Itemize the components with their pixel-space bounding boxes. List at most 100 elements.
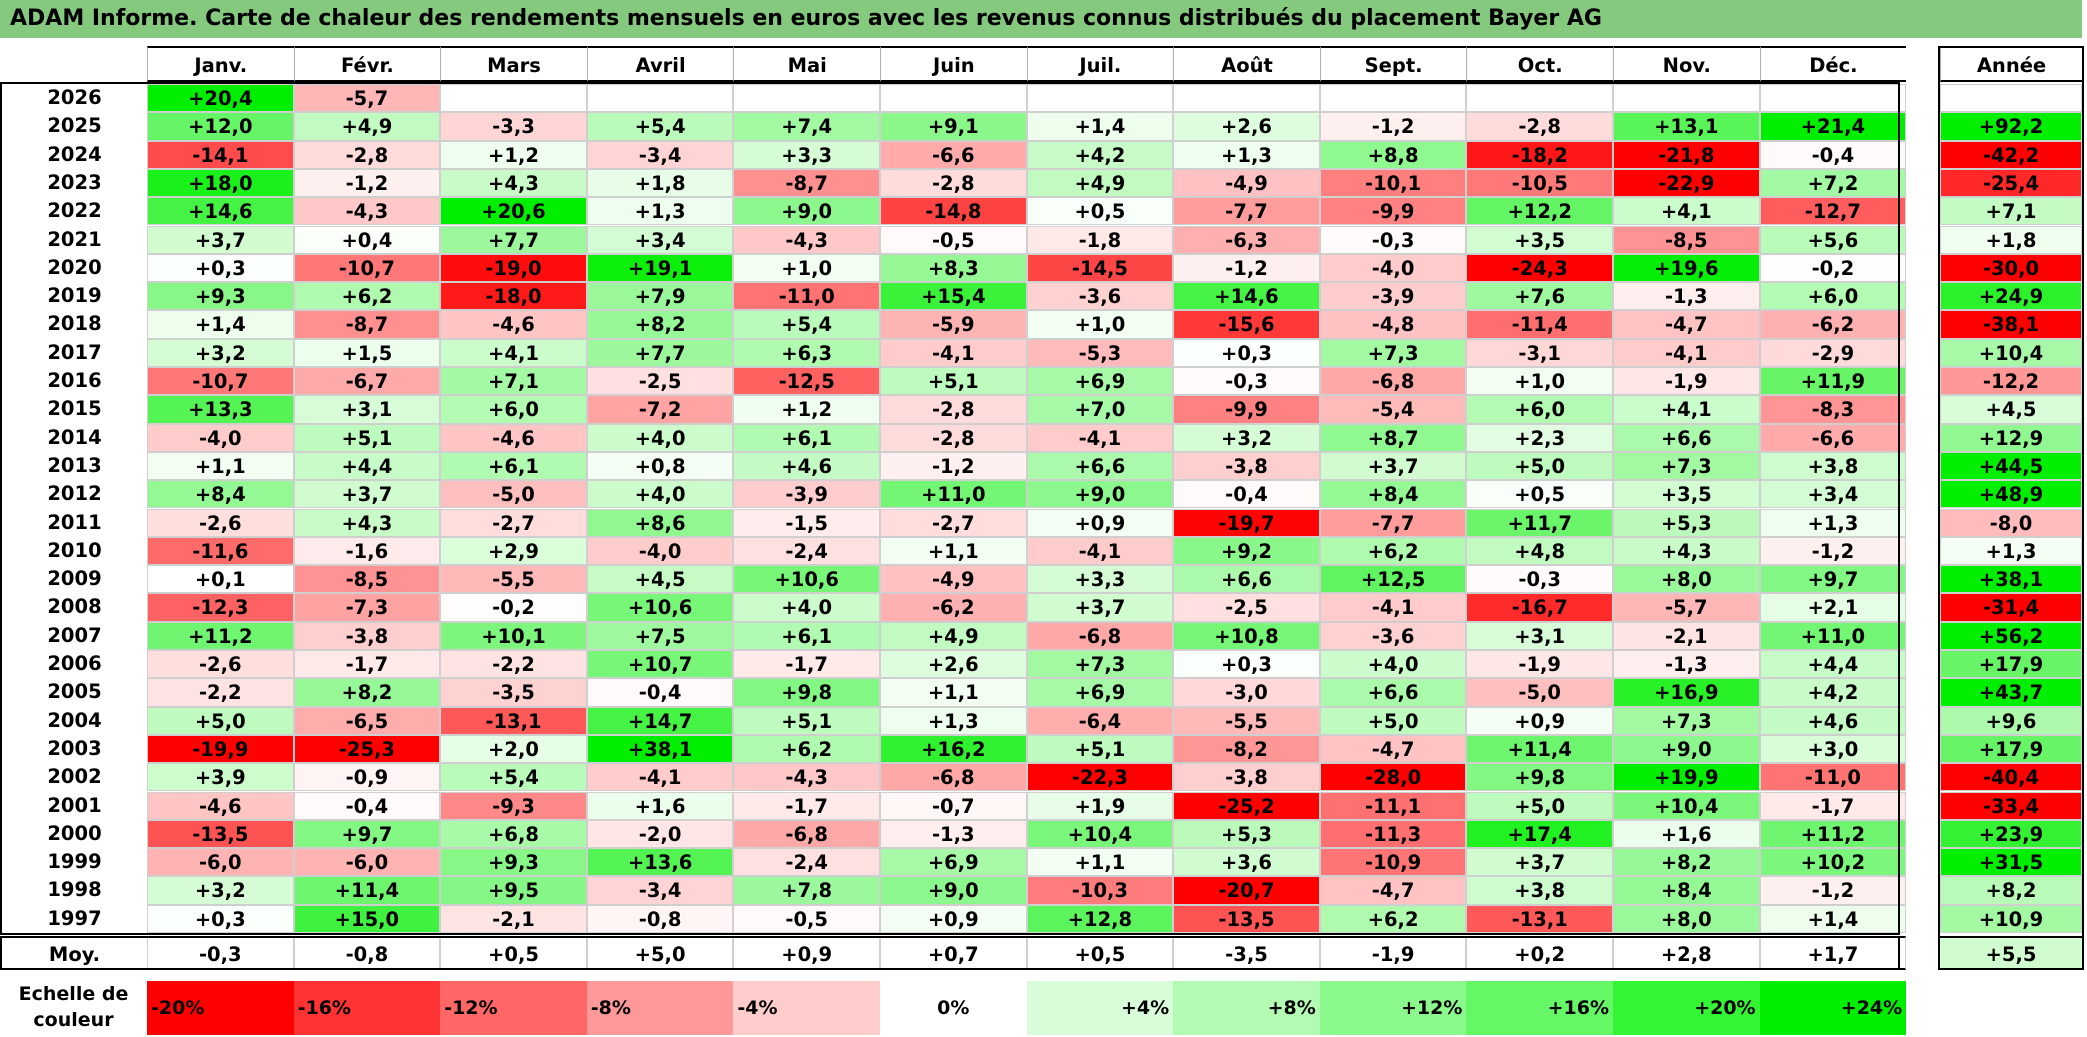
heatmap-cell: -4,9 [880,565,1027,594]
heatmap-cell: -4,9 [1173,168,1320,198]
heatmap-cell [1613,84,1760,113]
heatmap-cell: +11,4 [293,876,441,905]
heatmap-cell: -1,2 [880,451,1027,481]
heatmap-cell: -3,8 [293,621,441,650]
heatmap-cell: -6,4 [1026,706,1174,735]
heatmap-cell: -1,7 [1759,791,1907,820]
heatmap-cell: -2,7 [440,508,587,537]
heatmap-cell: -3,9 [733,480,880,509]
heatmap-cell: +12,2 [1466,197,1613,226]
year-label-2017: 2017 [0,338,147,367]
heatmap-cell: +6,0 [440,395,587,424]
heatmap-cell: -6,5 [293,706,441,735]
heatmap-cell: -0,4 [586,678,734,707]
heatmap-cell: +3,1 [1466,621,1613,650]
avg-cell: +0,9 [733,936,880,970]
heatmap-cell: +1,0 [733,253,880,283]
heatmap-cell: +9,7 [1759,565,1907,594]
heatmap-cell: +6,2 [733,734,880,764]
heatmap-cell: +10,2 [1759,848,1907,877]
heatmap-cell: -3,8 [1173,451,1320,481]
heatmap-cell: +4,0 [733,593,880,622]
heatmap-cell: +7,2 [1759,168,1907,198]
heatmap-cell: -13,5 [1173,904,1320,933]
heatmap-cell: -10,7 [293,253,441,283]
annual-cell: +10,4 [1940,338,2082,367]
heatmap-cell: +10,7 [586,650,734,679]
heatmap-cell: +10,1 [440,621,587,650]
heatmap-cell: +8,8 [1319,140,1467,169]
annual-cell: -12,2 [1940,367,2082,396]
heatmap-cell: +7,4 [733,112,880,141]
heatmap-cell: +17,4 [1466,819,1613,849]
legend-swatch: -12% [440,981,587,1035]
heatmap-cell: +20,4 [147,84,294,113]
heatmap-cell: -18,2 [1466,140,1613,169]
heatmap-cell: -1,3 [1613,650,1760,679]
heatmap-cell: +14,6 [1173,282,1320,311]
heatmap-cell: +1,3 [586,197,734,226]
heatmap-cell: -3,5 [440,678,587,707]
annual-cell: -30,0 [1940,253,2082,283]
legend-label: Echelle de couleur [0,981,147,1035]
heatmap-cell: -2,4 [733,848,880,877]
heatmap-cell: -14,1 [147,140,294,169]
year-label-2013: 2013 [0,451,147,481]
heatmap-cell: -28,0 [1319,763,1467,792]
heatmap-cell: -0,5 [733,904,880,933]
heatmap-cell: +2,3 [1466,423,1613,452]
heatmap-cell: -14,5 [1026,253,1174,283]
heatmap-cell: -11,6 [147,536,294,566]
heatmap-cell [733,84,880,113]
heatmap-cell: -1,9 [1466,650,1613,679]
heatmap-cell: -12,3 [147,593,294,622]
heatmap-cell: +13,6 [586,848,734,877]
legend-swatch: +12% [1319,981,1467,1035]
heatmap-cell: +0,9 [1026,508,1174,537]
heatmap-cell: +8,4 [147,480,294,509]
heatmap-cell: +11,2 [1759,819,1907,849]
heatmap-cell: +2,6 [880,650,1027,679]
heatmap-cell: -4,7 [1613,310,1760,339]
heatmap-cell: +0,9 [1466,706,1613,735]
heatmap-cell: +7,3 [1319,338,1467,367]
heatmap-cell: +9,0 [1613,734,1760,764]
heatmap-cell: +9,8 [733,678,880,707]
heatmap-cell: +13,3 [147,395,294,424]
heatmap-cell: -25,3 [293,734,441,764]
heatmap-cell: -3,3 [440,112,587,141]
heatmap-cell: +5,3 [1173,819,1320,849]
heatmap-cell: +8,2 [293,678,441,707]
heatmap-cell: +5,0 [1466,791,1613,820]
legend-swatch: +20% [1613,981,1760,1035]
annual-cell: +1,8 [1940,225,2082,254]
heatmap-cell: +5,3 [1613,508,1760,537]
heatmap-cell: +3,2 [1173,423,1320,452]
heatmap-cell: -13,5 [147,819,294,849]
heatmap-cell: +8,4 [1613,876,1760,905]
heatmap-cell: +0,8 [586,451,734,481]
legend-swatch: +24% [1759,981,1907,1035]
heatmap-cell: -2,0 [586,819,734,849]
heatmap-cell: -1,2 [1173,253,1320,283]
heatmap-cell: +10,4 [1026,819,1174,849]
heatmap-cell: -22,9 [1613,168,1760,198]
heatmap-cell: +14,6 [147,197,294,226]
heatmap-cell: +21,4 [1759,112,1907,141]
heatmap-cell: -4,6 [440,310,587,339]
legend-swatch: -20% [147,981,294,1035]
year-label-2005: 2005 [0,678,147,707]
heatmap-cell: -5,7 [293,84,441,113]
legend-swatch: -8% [586,981,734,1035]
heatmap-cell [1319,84,1467,113]
heatmap-cell: +4,6 [733,451,880,481]
annual-header: Année [1940,46,2082,82]
year-label-2002: 2002 [0,763,147,792]
heatmap-cell: +6,3 [733,338,880,367]
heatmap-cell: -4,0 [586,536,734,566]
heatmap-cell: +13,1 [1613,112,1760,141]
heatmap-cell: +1,1 [1026,848,1174,877]
heatmap-cell [1466,84,1613,113]
heatmap-cell: -0,4 [1173,480,1320,509]
heatmap-cell: -12,7 [1759,197,1907,226]
